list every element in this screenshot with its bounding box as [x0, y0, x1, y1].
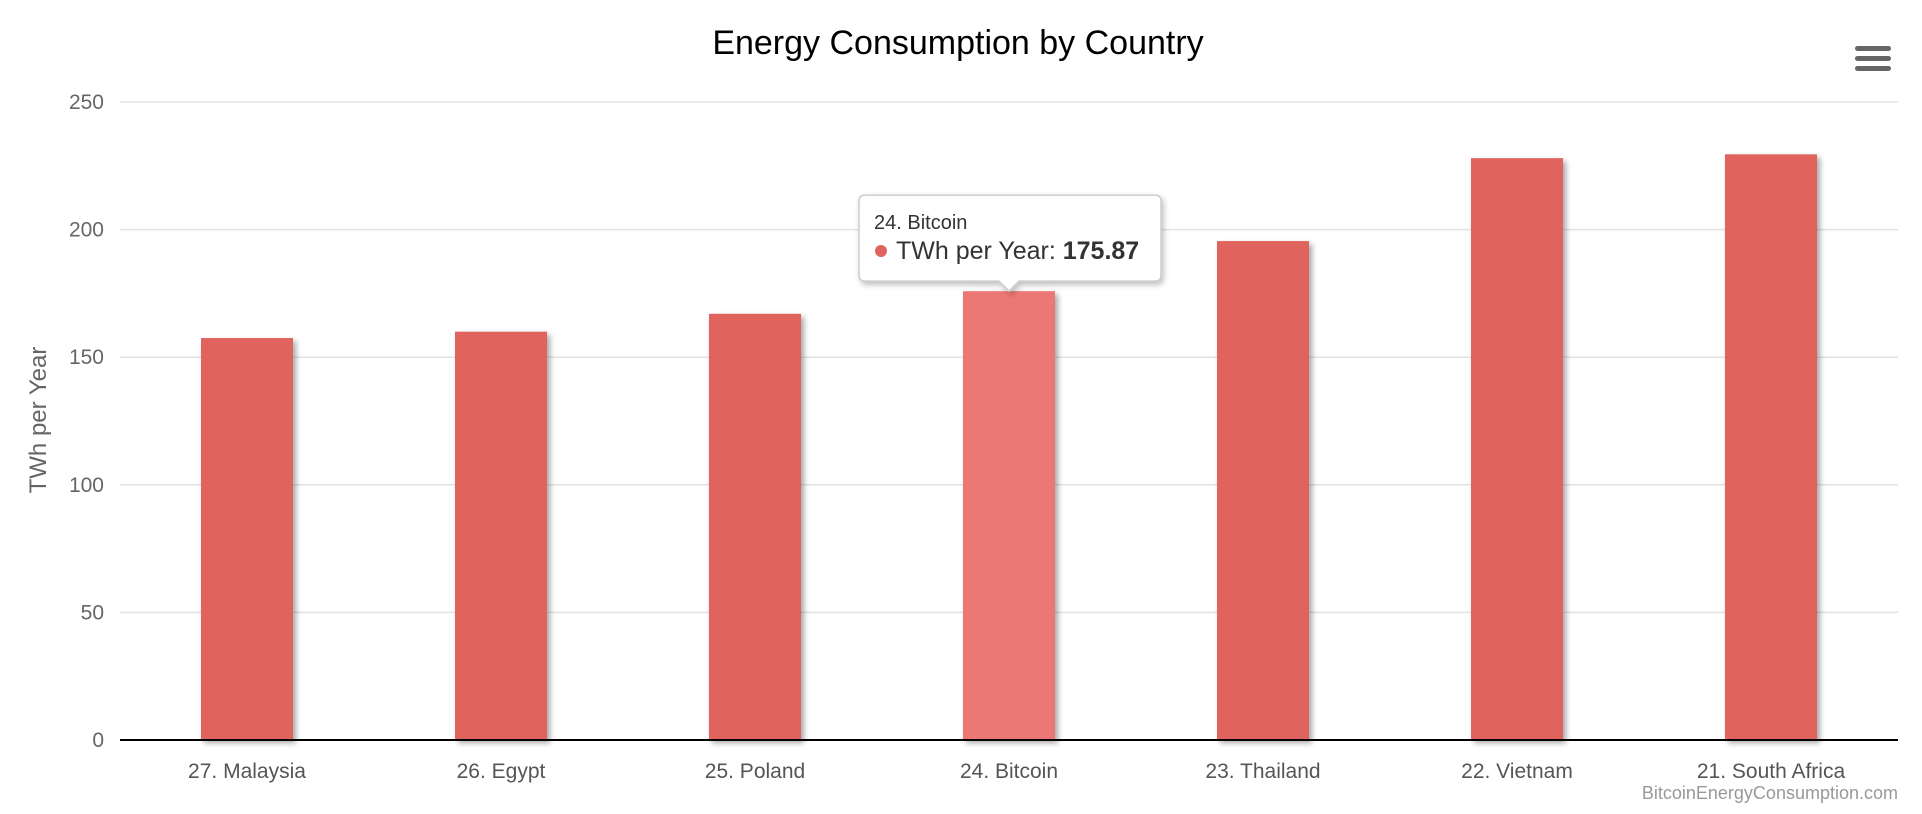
bar[interactable]	[1217, 241, 1309, 741]
bar[interactable]	[963, 291, 1055, 740]
y-tick-label: 250	[69, 91, 104, 114]
chart-title: Energy Consumption by Country	[712, 24, 1203, 62]
bar[interactable]	[709, 313, 801, 740]
y-tick-label: 100	[69, 474, 104, 497]
x-tick-label: 27. Malaysia	[188, 760, 306, 783]
bar[interactable]	[1471, 158, 1563, 741]
y-tick-label: 50	[81, 601, 104, 624]
y-tick-label: 150	[69, 346, 104, 369]
credit-link[interactable]: BitcoinEnergyConsumption.com	[1642, 783, 1898, 803]
tooltip: 24. Bitcoin TWh per Year: 175.87	[858, 194, 1162, 293]
x-tick-label: 24. Bitcoin	[960, 760, 1058, 783]
tooltip-body: TWh per Year: 175.87	[896, 237, 1139, 265]
bars	[201, 154, 1817, 741]
x-axis-ticks: 27. Malaysia 26. Egypt 25. Poland 24. Bitco…	[188, 760, 1845, 783]
y-tick-label: 0	[92, 729, 104, 752]
tooltip-value: 175.87	[1063, 237, 1139, 265]
bar[interactable]	[455, 331, 547, 740]
x-tick-label: 26. Egypt	[457, 760, 546, 783]
x-tick-label: 22. Vietnam	[1461, 760, 1573, 783]
tooltip-header: 24. Bitcoin	[874, 212, 967, 234]
x-tick-label: 25. Poland	[705, 760, 805, 783]
y-axis-ticks: 0 50 100 150 200 250	[69, 91, 104, 752]
y-axis-title: TWh per Year	[25, 347, 52, 494]
y-tick-label: 200	[69, 219, 104, 242]
menu-button[interactable]	[1855, 44, 1891, 74]
tooltip-series-marker	[875, 245, 887, 257]
x-tick-label: 23. Thailand	[1205, 760, 1320, 783]
bar[interactable]	[1725, 154, 1817, 741]
tooltip-series-label: TWh per Year:	[896, 237, 1063, 265]
bar[interactable]	[201, 338, 293, 740]
x-tick-label: 21. South Africa	[1697, 760, 1846, 783]
